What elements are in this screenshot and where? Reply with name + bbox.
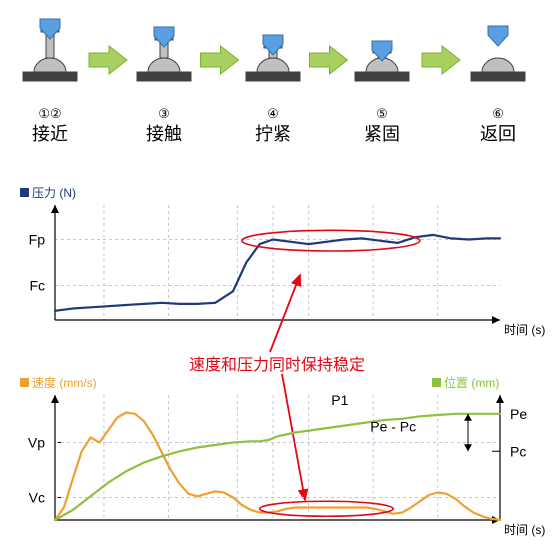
- speed-position-chart: Vp Vc Pe Pc 时间 (s) P1 Pe - Pc: [28, 392, 545, 537]
- pressure-chart: Fp Fc 时间 (s): [29, 205, 546, 337]
- stage-arrow-icon: [201, 46, 239, 74]
- stage-icon-1: [23, 19, 77, 81]
- stage-icon-5: [471, 26, 525, 81]
- diagram-root: ①② 接近 ③ 接触 ④ 拧紧 ⑤ 紧固 ⑥ 返回 压力 (N) Fp Fc 时间 (s) 速度和压力…: [0, 0, 554, 553]
- y-right-tick-label: Pc: [510, 443, 526, 459]
- y-right-tick-label: Pe: [510, 406, 527, 422]
- stage-num: ①②: [38, 106, 61, 121]
- legend-pressure-text: 压力 (N): [32, 186, 76, 200]
- stage-icon-3: [246, 35, 300, 81]
- stage-label: 接触: [146, 124, 182, 144]
- y-tick-label: Fp: [29, 232, 46, 248]
- center-note: 速度和压力同时保持稳定: [189, 356, 365, 374]
- stage-icon-2: [137, 27, 191, 81]
- stage-arrow-icon: [422, 46, 460, 74]
- legend-position: 位置 (mm): [432, 375, 499, 390]
- stage-label: 接近: [32, 124, 68, 144]
- x-axis-label: 时间 (s): [504, 523, 545, 537]
- x-axis-label: 时间 (s): [504, 323, 545, 337]
- stage-label: 拧紧: [255, 124, 291, 144]
- legend-pressure: 压力 (N): [20, 186, 76, 200]
- inner-label: Pe - Pc: [370, 418, 416, 434]
- note-arrows: [270, 275, 305, 500]
- stage-label: 紧固: [364, 124, 400, 144]
- stage-label: 返回: [480, 124, 516, 144]
- inner-label: P1: [331, 392, 348, 408]
- y-tick-label: Vc: [29, 490, 45, 506]
- stage-icon-4: [355, 41, 409, 81]
- stage-icons-row: [23, 19, 525, 81]
- y-tick-label: Fc: [29, 278, 45, 294]
- y-tick-label: Vp: [28, 435, 45, 451]
- stage-arrow-icon: [310, 46, 348, 74]
- stage-arrow-icon: [89, 46, 127, 74]
- stage-num: ④: [267, 106, 279, 121]
- stage-num: ③: [158, 106, 170, 121]
- stage-num: ⑥: [492, 106, 504, 121]
- legend-speed-text: 速度 (mm/s): [32, 375, 97, 390]
- series-pressure: [55, 235, 500, 311]
- legend-speed: 速度 (mm/s): [20, 375, 97, 390]
- stage-labels-row: ①② 接近 ③ 接触 ④ 拧紧 ⑤ 紧固 ⑥ 返回: [32, 106, 516, 144]
- legend-position-text: 位置 (mm): [444, 375, 499, 390]
- stage-num: ⑤: [376, 106, 388, 121]
